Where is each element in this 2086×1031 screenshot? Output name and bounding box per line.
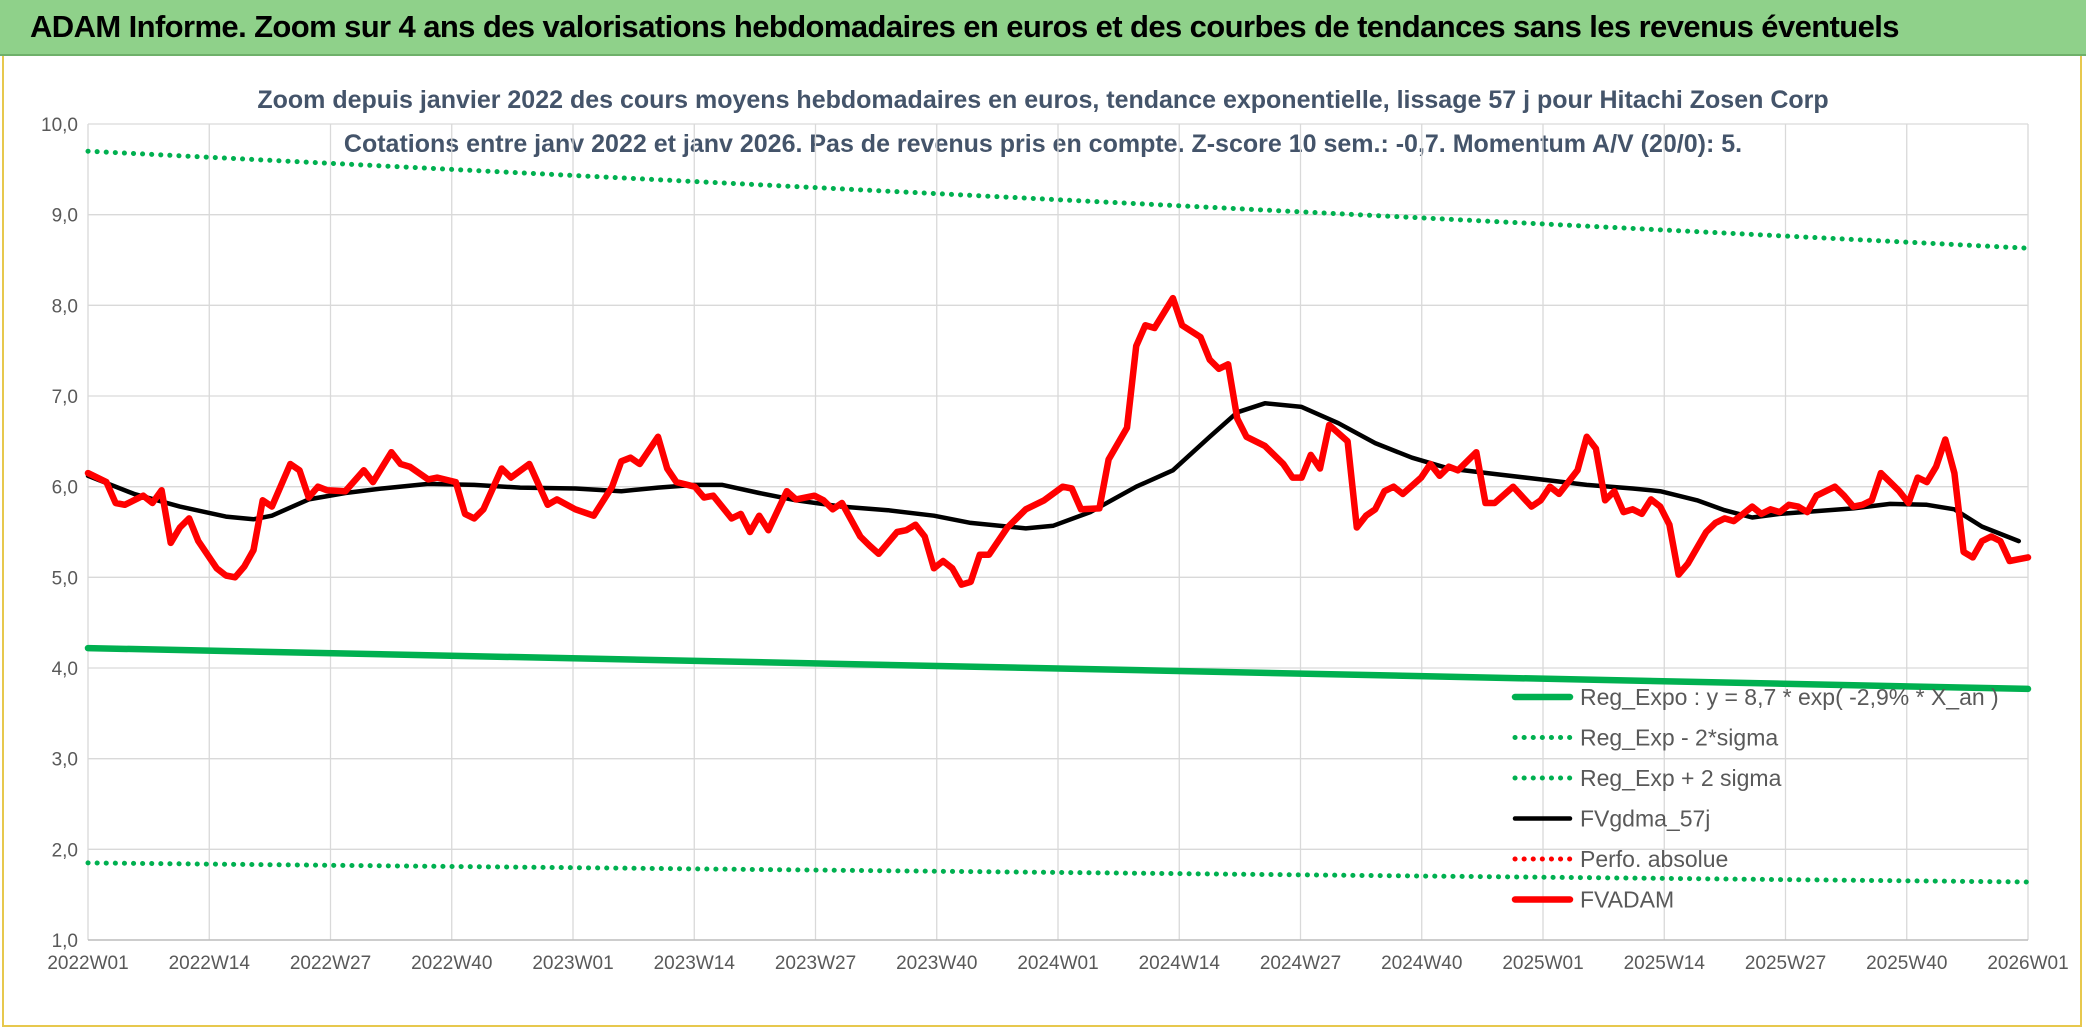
chart-title: Zoom depuis janvier 2022 des cours moyen…: [257, 86, 1828, 114]
series-line-fvadam: [84, 294, 2032, 588]
legend-label: Perfo. absolue: [1580, 846, 1728, 872]
y-tick-label: 9,0: [52, 206, 78, 227]
x-tick-label: 2026W01: [1987, 953, 2068, 974]
x-tick-label: 2025W40: [1866, 953, 1947, 974]
series-group: [84, 148, 2032, 885]
page-title: ADAM Informe. Zoom sur 4 ans des valoris…: [30, 9, 1900, 44]
y-tick-label: 4,0: [52, 659, 78, 680]
x-tick-label: 2022W01: [47, 953, 128, 974]
x-tick-label: 2025W01: [1502, 953, 1583, 974]
y-tick-label: 2,0: [52, 840, 78, 861]
x-tick-label: 2023W27: [775, 953, 856, 974]
x-tick-label: 2023W14: [654, 953, 736, 974]
x-tick-label: 2024W27: [1260, 953, 1341, 974]
x-tick-label: 2024W01: [1017, 953, 1098, 974]
y-tick-label: 5,0: [52, 568, 78, 589]
chart-subtitle: Cotations entre janv 2022 et janv 2026. …: [344, 130, 1742, 158]
legend-label: FVgdma_57j: [1580, 806, 1710, 832]
y-tick-label: 3,0: [52, 750, 78, 771]
grid: [87, 123, 2029, 941]
x-tick-label: 2022W27: [290, 953, 371, 974]
x-axis: 2022W01 2022W14 2022W27 2022W40 2023W01 2023W…: [47, 953, 2068, 974]
y-axis: 1,0 2,0 3,0 4,0 5,0 6,0 7,0 8,0 9,0 10,0: [41, 115, 78, 952]
y-tick-label: 10,0: [41, 115, 78, 136]
x-tick-label: 2025W14: [1624, 953, 1706, 974]
legend: Reg_Expo : y = 8,7 * exp( -2,9% * X_an )…: [1511, 684, 1999, 913]
x-tick-label: 2024W40: [1381, 953, 1462, 974]
chart-frame: [2, 56, 2082, 1027]
x-tick-label: 2024W14: [1139, 953, 1221, 974]
y-tick-label: 6,0: [52, 478, 78, 499]
series-line-reg-exp: [85, 148, 2031, 251]
y-tick-label: 1,0: [52, 931, 78, 952]
x-tick-label: 2022W40: [411, 953, 492, 974]
x-tick-label: 2023W01: [532, 953, 613, 974]
legend-label: Reg_Exp + 2 sigma: [1580, 765, 1782, 791]
x-tick-label: 2022W14: [169, 953, 251, 974]
y-tick-label: 8,0: [52, 296, 78, 317]
x-tick-label: 2023W40: [896, 953, 977, 974]
header-banner: ADAM Informe. Zoom sur 4 ans des valoris…: [0, 0, 2086, 56]
legend-label: Reg_Expo : y = 8,7 * exp( -2,9% * X_an ): [1580, 684, 1999, 710]
series-line-reg-expo: [84, 644, 2032, 693]
x-tick-label: 2025W27: [1745, 953, 1826, 974]
legend-label: Reg_Exp - 2*sigma: [1580, 725, 1778, 751]
y-tick-label: 7,0: [52, 387, 78, 408]
legend-label: FVADAM: [1580, 887, 1674, 913]
